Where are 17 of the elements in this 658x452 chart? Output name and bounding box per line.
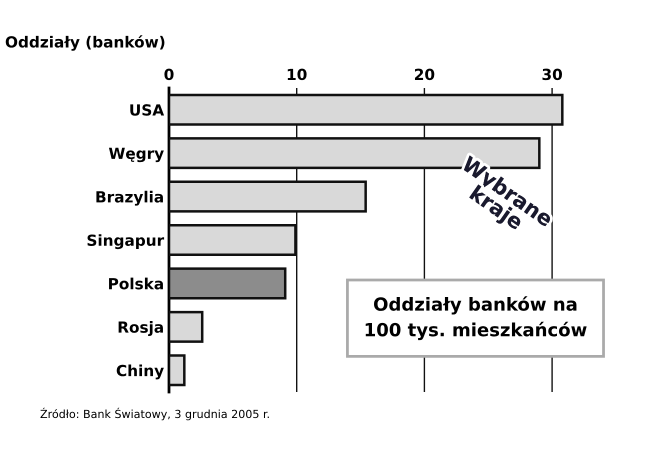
y-tick-label: Brazylia [96,190,163,206]
x-tick-label: 20 [414,68,434,80]
bar [169,310,204,343]
x-tick-label: 0 [164,68,174,80]
y-tick-label: Rosja [118,321,163,336]
bar [169,354,186,386]
y-tick-label: Singapur [88,234,164,250]
text: Źródło: Bank Światowy, 3 grudnia 2005 r. [40,408,269,420]
y-tick-label: Węgry [108,148,164,162]
x-tick-label: 10 [288,68,307,80]
y-tick-label: USA [130,104,164,116]
annotation: Oddziały banków na 100 tys. mieszkańców [366,296,587,340]
chart-title: Oddziały (banków) [6,35,164,51]
bar [169,267,286,300]
y-tick-label: Polska [109,278,163,290]
x-tick-label: 30 [542,68,562,80]
y-tick-label: Chiny [116,364,164,380]
